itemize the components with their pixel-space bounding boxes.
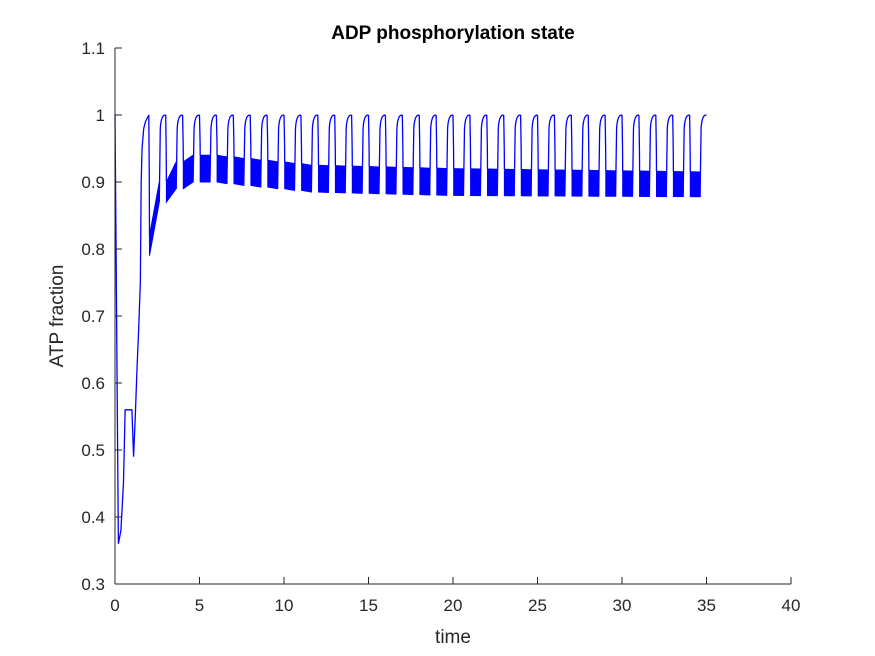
oscillation-band (537, 169, 549, 197)
oscillation-band (520, 168, 532, 197)
oscillation-band (470, 168, 481, 197)
oscillation-band (351, 165, 363, 194)
oscillation-band (672, 170, 684, 198)
x-tick-label: 20 (444, 596, 463, 615)
chart-title: ADP phosphorylation state (331, 23, 575, 44)
oscillation-band (419, 167, 431, 196)
y-tick-label: 0.3 (81, 575, 105, 594)
oscillation-band (436, 167, 448, 196)
plot-area (114, 114, 707, 544)
oscillation-band (402, 166, 414, 196)
oscillation-band (284, 161, 295, 191)
oscillation-band (385, 166, 397, 195)
oscillation-band (199, 154, 211, 183)
oscillation-band (605, 170, 617, 197)
oscillation-band (639, 170, 650, 197)
x-tick-label: 10 (275, 596, 294, 615)
oscillation-band (486, 168, 498, 197)
oscillation-band (250, 157, 262, 188)
x-tick-label: 25 (528, 596, 547, 615)
y-tick-label: 0.7 (81, 307, 105, 326)
oscillation-band (655, 170, 667, 198)
y-tick-label: 0.8 (81, 240, 105, 259)
oscillation-band (216, 154, 228, 185)
oscillation-band (301, 162, 312, 193)
oscillation-band (317, 164, 329, 193)
x-tick-label: 40 (782, 596, 801, 615)
x-tick-label: 0 (110, 596, 119, 615)
oscillation-band (334, 165, 346, 194)
oscillation-band (588, 169, 600, 197)
oscillation-band (622, 170, 633, 197)
axes: 0 5 10 15 20 25 30 35 40 0.3 0.4 0.5 0.6 0.7 0.8 0.9 1 1.… (81, 39, 800, 615)
x-tick-label: 5 (195, 596, 204, 615)
y-tick-label: 0.4 (81, 508, 105, 527)
y-tick-label: 0.6 (81, 374, 105, 393)
oscillation-band (571, 169, 583, 197)
y-axis-title: ATP fraction (47, 265, 68, 368)
oscillation-band (453, 168, 464, 196)
oscillation-band (554, 169, 566, 197)
x-axis-title: time (435, 627, 471, 648)
x-tick-label: 35 (697, 596, 716, 615)
x-tick-label: 30 (613, 596, 632, 615)
oscillation-band (368, 165, 380, 195)
oscillation-band (689, 171, 701, 198)
oscillation-cycle (688, 114, 707, 197)
y-tick-label: 1 (96, 106, 105, 125)
oscillation-band (267, 159, 279, 190)
oscillation-band (503, 168, 515, 197)
y-tick-label: 1.1 (81, 39, 105, 58)
series-line-transient (114, 114, 150, 544)
oscillation-band (233, 156, 245, 186)
x-tick-label: 15 (359, 596, 378, 615)
y-tick-label: 0.9 (81, 173, 105, 192)
y-tick-label: 0.5 (81, 441, 105, 460)
